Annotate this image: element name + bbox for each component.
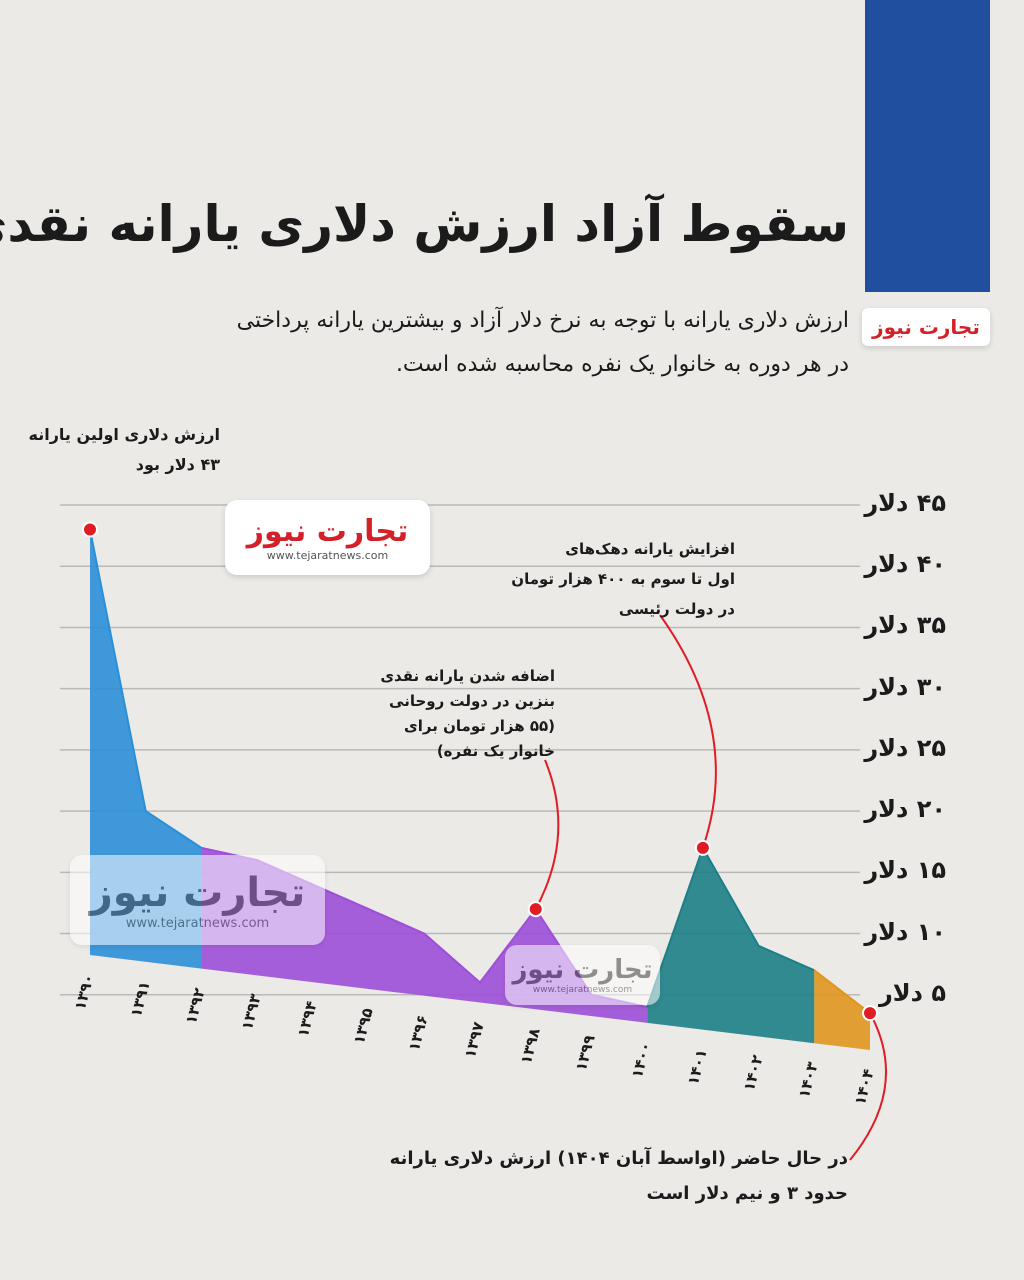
site: www.tejaratnews.com (125, 915, 270, 931)
brand: تجارت نیوز (246, 513, 409, 549)
watermark: تجارت نیوز www.tejaratnews.com (505, 945, 660, 1005)
annotation: در حال حاضر (اواسط آبان ۱۴۰۴) ارزش دلاری… (389, 1148, 848, 1169)
annotation: حدود ۳ و نیم دلار است (646, 1183, 848, 1204)
annotation: ۴۳ دلار بود (135, 455, 220, 474)
header-band (865, 0, 990, 292)
connector (659, 614, 717, 849)
subtitle: ارزش دلاری یارانه با توجه به نرخ دلار آز… (236, 308, 849, 333)
logo: تجارت نیوز www.tejaratnews.com (225, 500, 430, 575)
y-tick-label: ۲۰ دلار (864, 795, 946, 824)
y-tick-label: ۱۵ دلار (864, 856, 946, 885)
brand: تجارت نیوز (89, 869, 306, 916)
chart-title: سقوط آزاد ارزش دلاری یارانه نقدی (0, 195, 849, 253)
y-tick-label: ۴۰ دلار (864, 550, 946, 579)
annotation: خانوار یک نفره) (436, 742, 555, 760)
area-edge (646, 845, 815, 1008)
annotation: افزایش یارانه دهک‌های (565, 540, 735, 558)
highlight-point (694, 839, 711, 856)
area-fill (647, 847, 815, 1044)
annotation: در دولت رئیسی (618, 600, 735, 618)
connector (849, 1012, 887, 1161)
annotation: ارزش دلاری اولین یارانه (28, 425, 220, 444)
annotation: اول تا سوم به ۴۰۰ هزار تومان (511, 570, 735, 588)
site: www.tejaratnews.com (266, 548, 389, 562)
annotation: اضافه شدن یارانه نقدی (380, 667, 555, 685)
highlight-point (862, 1005, 878, 1022)
area-edge (813, 969, 871, 1014)
watermark: تجارت نیوز www.tejaratnews.com (70, 855, 325, 945)
brand: تجارت نیوز (872, 315, 980, 339)
y-tick-label: ۲۵ دلار (864, 733, 946, 762)
y-tick-label: ۱۰ دلار (864, 917, 946, 946)
connector (534, 759, 560, 910)
brand-badge: تجارت نیوز (862, 308, 990, 346)
y-tick-label: ۵ دلار (878, 978, 946, 1007)
brand: تجارت نیوز (512, 955, 653, 985)
annotation: (۵۵ هزار تومان برای (404, 717, 555, 735)
y-tick-label: ۴۵ دلار (864, 489, 946, 517)
annotation: بنزین در دولت روحانی (389, 692, 555, 710)
highlight-point (527, 901, 544, 918)
area-fill (814, 970, 870, 1050)
y-tick-label: ۳۵ دلار (864, 611, 946, 640)
y-tick-label: ۳۰ دلار (864, 672, 946, 701)
area-edge (89, 529, 202, 849)
site: www.tejaratnews.com (532, 985, 633, 995)
highlight-point (82, 521, 98, 538)
subtitle: در هر دوره به خانوار یک نفره محاسبه شده … (395, 352, 849, 377)
